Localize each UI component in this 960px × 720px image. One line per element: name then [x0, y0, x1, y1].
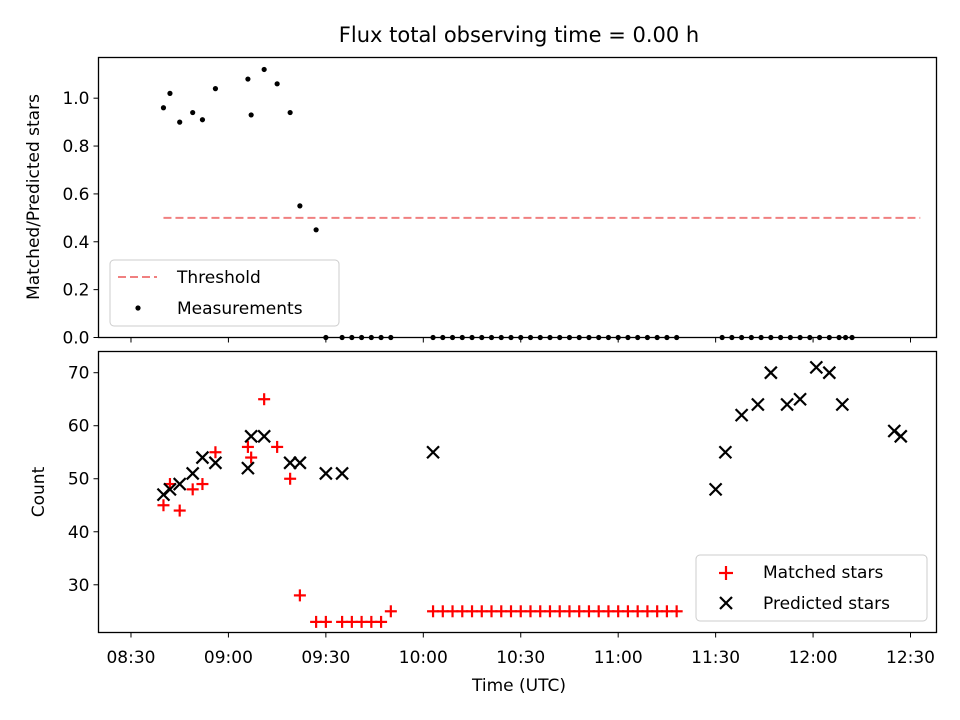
chart-title: Flux total observing time = 0.00 h: [339, 23, 699, 47]
measurements-legend-label: Measurements: [177, 299, 303, 319]
predicted-star-point: [208, 456, 223, 470]
top-y-tick-label: 0.6: [62, 185, 89, 205]
predicted-star-point: [172, 477, 187, 491]
matched-star-point: [319, 615, 332, 628]
matched-star-point: [209, 446, 222, 459]
top-x-axis: [130, 337, 912, 343]
predicted-star-point: [764, 365, 778, 380]
x-tick-label: 09:00: [204, 648, 253, 668]
predicted-star-point: [283, 456, 297, 470]
predicted-star-point: [319, 466, 333, 481]
predicted-star-point: [793, 392, 807, 406]
x-tick-label: 12:30: [886, 648, 935, 668]
predicted-star-point: [835, 397, 850, 412]
matched-star-point: [384, 605, 397, 618]
predicted-star-point: [718, 445, 733, 460]
top-y-tick-label: 1.0: [62, 89, 89, 109]
x-tick-label: 10:30: [496, 648, 545, 668]
threshold-legend-label: Threshold: [176, 268, 261, 288]
bottom-legend-box: [695, 554, 928, 622]
bottom-y-tick-label: 30: [68, 576, 90, 596]
bottom-y-axis: 30 40 50 60 70: [68, 364, 99, 596]
predicted-star-point: [185, 466, 200, 481]
predicted-star-point: [293, 456, 307, 470]
matched-star-point: [157, 499, 170, 512]
measurement-point: [167, 90, 173, 96]
predicted-star-point: [335, 466, 349, 481]
predicted-star-point: [426, 445, 440, 460]
top-y-axis-label: Matched/Predicted stars: [24, 94, 44, 300]
top-panel: Flux total observing time = 0.00 h 0.00.…: [24, 23, 938, 349]
predicted-star-point: [822, 365, 837, 380]
predicted-legend-swatch: [719, 596, 733, 610]
predicted-star-point: [257, 429, 271, 444]
measurement-point: [199, 117, 206, 123]
predicted-star-point: [751, 397, 765, 412]
bottom-plot-frame: [97, 350, 938, 634]
measurement-point: [190, 109, 196, 116]
measurements-legend-swatch: [135, 305, 141, 311]
measurement-point: [245, 76, 251, 82]
bottom-y-tick-label: 70: [68, 364, 90, 384]
x-tick-label: 11:00: [594, 648, 643, 668]
measurement-point: [297, 203, 303, 209]
top-y-tick-label: 0.8: [62, 137, 89, 157]
matched-star-point: [271, 440, 284, 453]
predicted-star-point: [241, 461, 255, 475]
top-y-tick-label: 0.4: [62, 233, 89, 253]
measurement-point: [212, 86, 219, 92]
predicted-star-point: [734, 408, 749, 422]
top-legend-box: [109, 259, 340, 327]
predicted-star-point: [708, 482, 723, 497]
predicted-star-point: [195, 450, 210, 465]
matched-star-point: [245, 451, 258, 464]
top-y-tick-label: 0.0: [62, 329, 89, 349]
matched-star-point: [241, 440, 254, 453]
matched-star-point: [284, 472, 297, 485]
x-tick-label: 10:00: [399, 648, 448, 668]
top-y-axis: 0.0 0.2 0.4 0.6 0.8 1.0: [62, 89, 99, 349]
bottom-y-tick-label: 40: [68, 523, 90, 543]
predicted-star-point: [809, 360, 824, 375]
top-plot-frame: [97, 56, 938, 339]
x-tick-label: 11:30: [691, 648, 740, 668]
measurement-point: [177, 119, 183, 125]
bottom-x-axis: 08:30 09:00 09:30 10:00 10:30 11:00 11:30 12:00…: [106, 632, 935, 668]
measurement-point: [160, 105, 167, 111]
matched-star-point: [196, 478, 209, 491]
bottom-y-tick-label: 50: [68, 470, 90, 490]
matched-star-point: [375, 615, 388, 628]
measurement-point: [261, 66, 267, 73]
bottom-y-tick-label: 60: [68, 417, 90, 437]
x-tick-label: 12:00: [789, 648, 838, 668]
x-axis-label: Time (UTC): [471, 676, 566, 696]
measurement-point: [313, 227, 319, 233]
measurement-point: [274, 81, 280, 87]
top-y-tick-label: 0.2: [62, 281, 89, 301]
predicted-star-point: [893, 429, 908, 444]
bottom-y-axis-label: Count: [29, 466, 49, 517]
matched-star-point: [258, 393, 271, 406]
predicted-star-point: [163, 482, 177, 497]
matched-star-point: [293, 589, 306, 602]
matched-legend-label: Matched stars: [763, 563, 883, 583]
predicted-star-point: [244, 429, 258, 444]
matched-star-point: [173, 504, 186, 517]
predicted-legend-label: Predicted stars: [763, 594, 890, 614]
x-tick-label: 09:30: [301, 648, 350, 668]
matched-star-point: [670, 605, 683, 618]
top-legend: Threshold Measurements: [109, 259, 340, 327]
x-tick-label: 08:30: [106, 648, 155, 668]
measurement-point: [287, 109, 293, 116]
predicted-star-point: [780, 397, 794, 412]
matched-star-point: [186, 483, 199, 496]
measurement-point: [248, 112, 254, 118]
bottom-panel: 30 40 50 60 70 08:30 09:00 09:30 10:00 10:30 11:0…: [29, 350, 938, 696]
bottom-legend: Matched stars Predicted stars: [695, 554, 928, 622]
matched-legend-swatch: [719, 566, 733, 580]
